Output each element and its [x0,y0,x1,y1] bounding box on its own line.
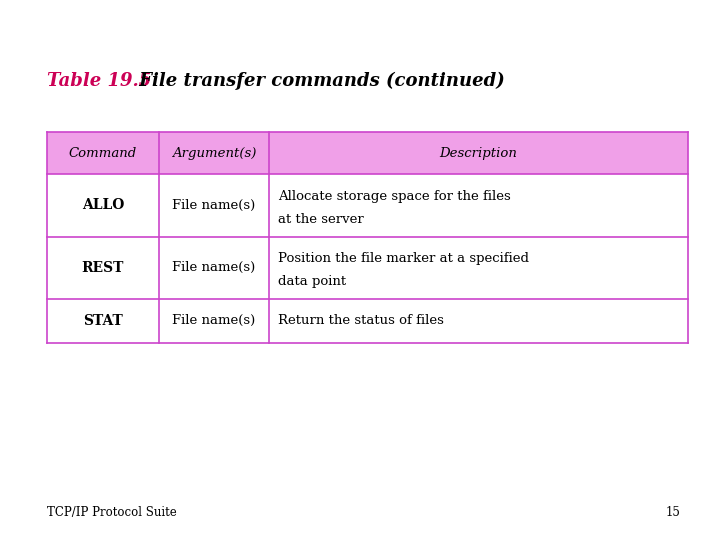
Text: Table 19.5: Table 19.5 [47,72,151,90]
Text: STAT: STAT [83,314,122,328]
Text: File name(s): File name(s) [172,314,256,327]
Text: File name(s): File name(s) [172,261,256,274]
Text: Argument(s): Argument(s) [172,147,256,160]
Text: Position the file marker at a specified: Position the file marker at a specified [278,252,528,265]
Text: TCP/IP Protocol Suite: TCP/IP Protocol Suite [47,505,176,519]
Text: Return the status of files: Return the status of files [278,314,444,327]
Text: Description: Description [439,147,517,160]
Text: Command: Command [68,147,137,160]
Text: REST: REST [81,261,124,274]
Text: at the server: at the server [278,213,364,226]
Text: File transfer commands (continued): File transfer commands (continued) [133,72,505,90]
Text: ALLO: ALLO [81,199,124,212]
Text: 15: 15 [665,505,680,519]
Text: File name(s): File name(s) [172,199,256,212]
Text: data point: data point [278,275,346,288]
Text: Allocate storage space for the files: Allocate storage space for the files [278,190,510,203]
